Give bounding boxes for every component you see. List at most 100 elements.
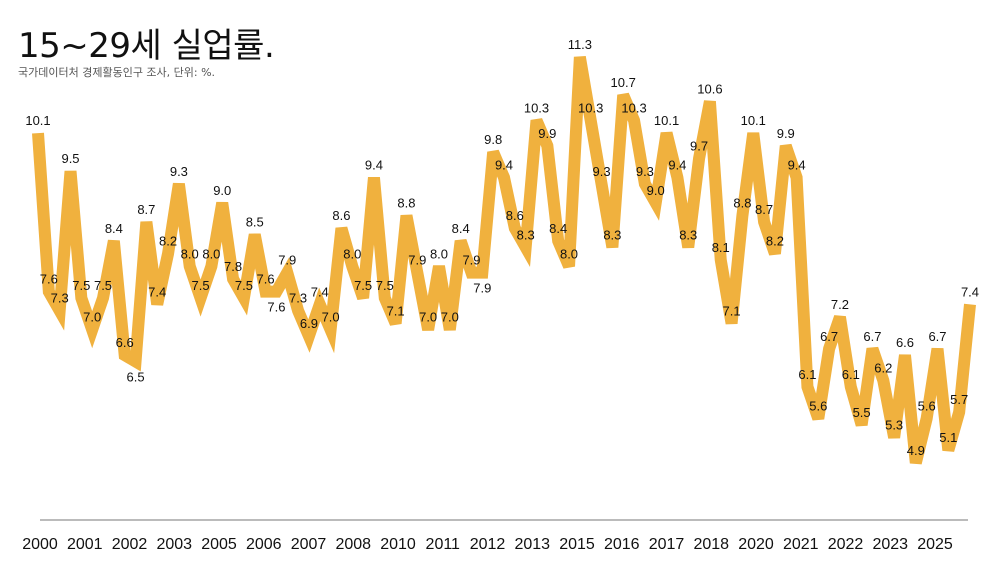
data-label: 9.8 [484,132,502,147]
data-label: 6.2 [874,360,892,375]
x-tick-label: 2012 [470,536,506,553]
data-label: 7.4 [311,284,329,299]
data-label: 7.5 [376,278,394,293]
x-tick-label: 2017 [649,536,685,553]
x-tick-label: 2023 [872,536,908,553]
x-tick-label: 2015 [559,536,595,553]
data-label: 7.9 [278,253,296,268]
data-label: 8.0 [343,246,361,261]
chart-title: 15~29세 실업률. [18,26,275,66]
data-label: 9.9 [538,126,556,141]
data-label: 7.2 [831,297,849,312]
data-label: 7.0 [83,310,101,325]
data-label: 7.9 [473,281,491,296]
data-label: 9.0 [647,183,665,198]
x-tick-label: 2011 [426,536,461,553]
x-tick-label: 2021 [783,536,819,553]
data-label: 5.3 [885,418,903,433]
x-tick-label: 2020 [738,536,774,553]
data-label: 7.1 [723,303,741,318]
data-label: 7.0 [441,310,459,325]
data-label: 9.9 [777,126,795,141]
data-label: 6.7 [820,329,838,344]
data-label: 8.4 [452,221,470,236]
data-label: 7.5 [235,278,253,293]
data-label: 8.1 [712,240,730,255]
data-label: 6.1 [798,367,816,382]
data-label: 10.3 [621,100,646,115]
x-tick-label: 2000 [22,536,58,553]
data-label: 7.9 [462,253,480,268]
data-label: 9.3 [592,164,610,179]
x-tick-label: 2002 [112,536,148,553]
data-label: 9.0 [213,183,231,198]
data-label: 10.6 [697,81,722,96]
data-label: 8.0 [430,246,448,261]
data-label: 7.0 [322,310,340,325]
data-label: 7.1 [387,303,405,318]
data-label: 8.8 [397,196,415,211]
data-label: 8.8 [733,196,751,211]
data-label: 8.0 [181,246,199,261]
x-tick-label: 2003 [156,536,192,553]
data-label: 6.1 [842,367,860,382]
data-label: 8.2 [159,234,177,249]
data-label: 8.5 [246,215,264,230]
data-label: 10.3 [578,100,603,115]
data-label: 9.4 [668,158,686,173]
data-label: 5.1 [939,430,957,445]
x-tick-label: 2007 [291,536,327,553]
data-label: 10.7 [611,75,636,90]
data-label: 7.3 [51,291,69,306]
data-label: 9.3 [636,164,654,179]
data-label: 6.5 [126,369,144,384]
x-tick-label: 2005 [201,536,237,553]
data-label: 10.3 [524,100,549,115]
series-line [32,55,976,465]
data-label: 6.7 [928,329,946,344]
data-label: 5.6 [918,399,936,414]
data-label: 8.6 [506,208,524,223]
x-tick-label: 2010 [380,536,416,553]
x-tick-label: 2025 [917,536,953,553]
x-tick-label: 2018 [693,536,729,553]
data-label: 7.5 [94,278,112,293]
data-label: 7.9 [408,253,426,268]
data-label: 10.1 [25,113,50,128]
x-tick-label: 2006 [246,536,282,553]
data-label: 4.9 [907,443,925,458]
data-label: 7.8 [224,259,242,274]
data-label: 7.5 [192,278,210,293]
data-label: 5.5 [853,405,871,420]
data-label: 7.6 [257,272,275,287]
data-label: 8.3 [517,227,535,242]
data-label: 7.6 [40,272,58,287]
data-label: 8.7 [137,202,155,217]
data-label: 8.4 [549,221,567,236]
data-label: 5.7 [950,392,968,407]
data-label: 6.6 [896,335,914,350]
chart-subtitle: 국가데이터처 경제활동인구 조사, 단위: %. [18,66,216,79]
data-label: 7.0 [419,310,437,325]
data-label: 5.6 [809,399,827,414]
data-label: 10.1 [654,113,679,128]
data-label: 10.1 [741,113,766,128]
x-tick-label: 2016 [604,536,640,553]
data-label: 8.2 [766,234,784,249]
data-label: 11.3 [568,37,592,52]
x-tick-label: 2013 [514,536,550,553]
data-label: 7.6 [267,300,285,315]
data-label: 7.3 [289,291,307,306]
data-label: 9.5 [61,151,79,166]
data-label: 8.7 [755,202,773,217]
data-label: 9.4 [365,158,383,173]
data-label: 7.4 [148,284,166,299]
data-label: 7.4 [961,284,979,299]
data-label: 8.3 [603,227,621,242]
data-label: 6.6 [116,335,134,350]
x-tick-label: 2008 [335,536,371,553]
data-label: 9.3 [170,164,188,179]
data-label: 9.4 [788,158,806,173]
data-label: 8.0 [202,246,220,261]
